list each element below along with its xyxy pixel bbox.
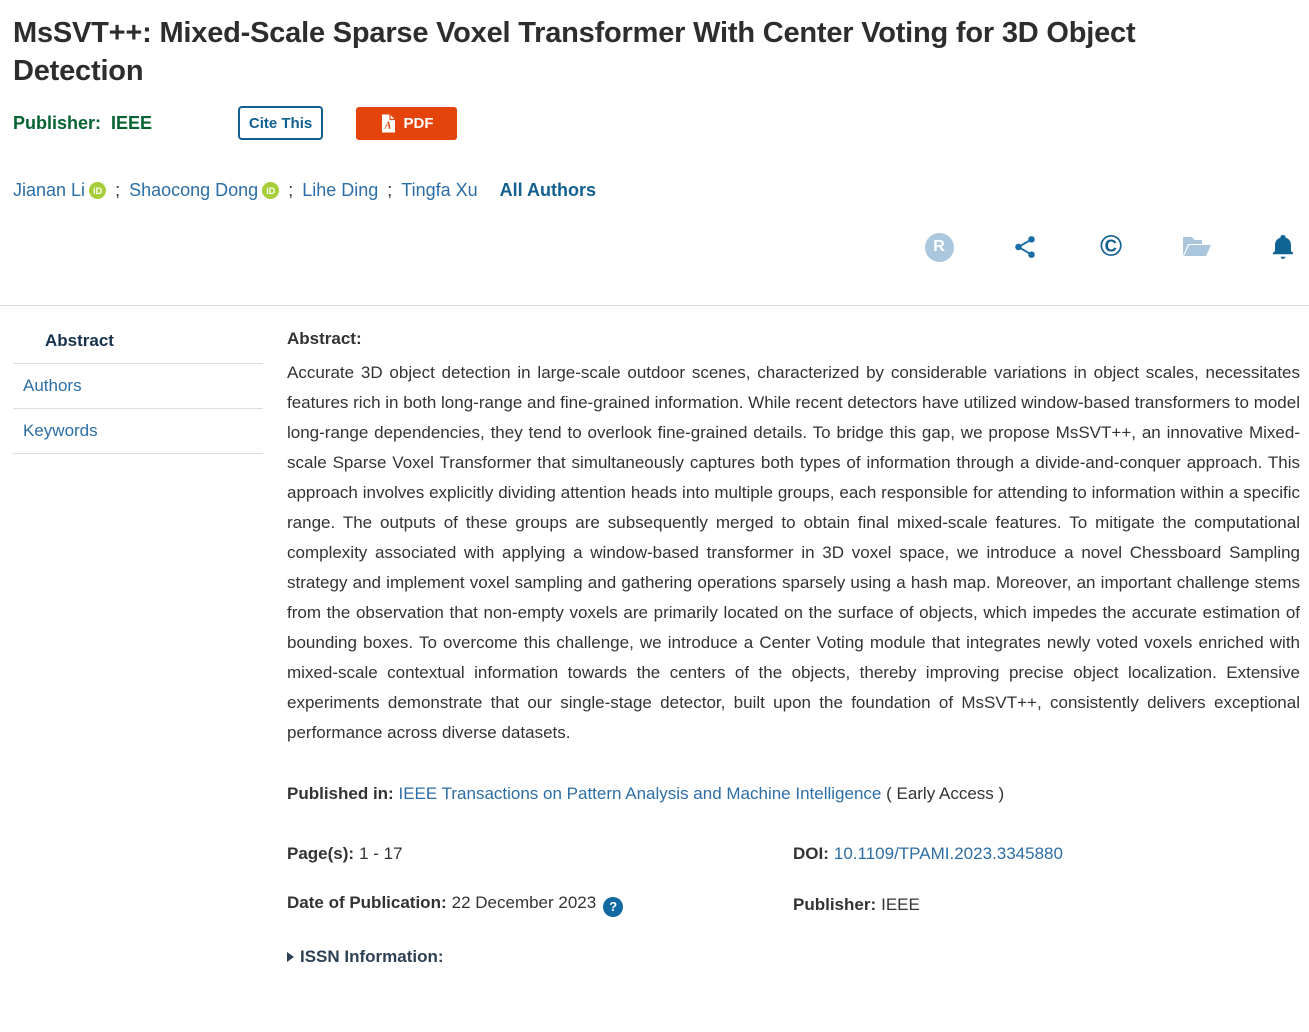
content-area: Abstract Authors Keywords Abstract: Accu… xyxy=(13,319,1302,967)
pages-label: Page(s): xyxy=(287,844,355,863)
pdf-button[interactable]: A PDF xyxy=(356,106,458,140)
share-icon[interactable] xyxy=(1010,232,1040,262)
author-link[interactable]: Jianan Li xyxy=(13,180,86,200)
cite-this-button[interactable]: Cite This xyxy=(238,106,324,140)
orcid-icon[interactable]: iD xyxy=(89,182,107,199)
doi-link[interactable]: 10.1109/TPAMI.2023.3345880 xyxy=(833,844,1063,863)
orcid-icon[interactable]: iD xyxy=(262,182,280,199)
published-in-row: Published in: IEEE Transactions on Patte… xyxy=(287,784,1302,804)
pages-value: 1 - 17 xyxy=(359,844,403,863)
doi-row: DOI: 10.1109/TPAMI.2023.3345880 xyxy=(793,844,1302,864)
help-icon[interactable]: ? xyxy=(603,896,624,917)
sidebar-item-keywords[interactable]: Keywords xyxy=(13,409,263,454)
publisher-line: Publisher: IEEE xyxy=(13,113,152,134)
svg-text:A: A xyxy=(383,120,391,131)
authors-row: Jianan Li iD ; Shaocong Dong iD ; Lihe D… xyxy=(13,180,1302,201)
publisher-value: IEEE xyxy=(111,112,153,133)
issn-information-toggle[interactable]: ISSN Information: xyxy=(287,947,1302,967)
doi-label: DOI: xyxy=(793,844,829,863)
abstract-heading: Abstract: xyxy=(287,329,362,348)
abstract-text: Accurate 3D object detection in large-sc… xyxy=(287,363,1300,742)
document-page: MsSVT++: Mixed-Scale Sparse Voxel Transf… xyxy=(0,17,1309,967)
document-nav-sidebar: Abstract Authors Keywords xyxy=(13,319,263,967)
sidebar-item-authors[interactable]: Authors xyxy=(13,364,263,409)
copyright-icon[interactable]: © xyxy=(1099,230,1123,263)
date-of-publication-row: Date of Publication: 22 December 2023? xyxy=(287,893,793,917)
author-link[interactable]: Lihe Ding xyxy=(302,180,379,200)
publisher-row: Publisher: IEEE xyxy=(793,895,1302,915)
author-separator: ; xyxy=(387,180,393,200)
all-authors-link[interactable]: All Authors xyxy=(499,180,596,200)
date-of-publication-value: 22 December 2023 xyxy=(451,893,597,912)
early-access-note: ( Early Access ) xyxy=(886,784,1005,803)
pages-row: Page(s): 1 - 17 xyxy=(287,844,793,864)
header-divider xyxy=(0,305,1309,306)
alerts-icon[interactable] xyxy=(1268,232,1298,262)
author-separator: ; xyxy=(115,180,121,200)
publisher-meta-value: IEEE xyxy=(881,894,920,914)
publisher-meta-label: Publisher: xyxy=(793,894,877,914)
issn-information-label: ISSN Information: xyxy=(300,946,444,966)
action-icons-row: R © xyxy=(13,231,1302,263)
author-separator: ; xyxy=(288,180,294,200)
chevron-right-icon xyxy=(287,951,294,962)
publisher-label: Publisher: xyxy=(13,112,102,133)
date-of-publication-label: Date of Publication: xyxy=(287,893,447,912)
save-to-project-icon[interactable] xyxy=(1182,232,1212,262)
pdf-file-icon: A xyxy=(380,114,396,133)
page-title: MsSVT++: Mixed-Scale Sparse Voxel Transf… xyxy=(13,17,1136,87)
publisher-actions-row: Publisher: IEEE Cite This A PDF xyxy=(13,106,1302,140)
pdf-button-label: PDF xyxy=(403,114,434,132)
author-link[interactable]: Shaocong Dong xyxy=(129,180,259,200)
published-in-label: Published in: xyxy=(287,784,394,803)
sidebar-item-abstract[interactable]: Abstract xyxy=(13,319,263,364)
metadata-grid: Page(s): 1 - 17 DOI: 10.1109/TPAMI.2023.33… xyxy=(287,844,1302,917)
rights-and-reuse-icon[interactable]: R xyxy=(924,232,954,262)
main-panel: Abstract: Accurate 3D object detection i… xyxy=(263,319,1302,967)
author-link[interactable]: Tingfa Xu xyxy=(401,180,478,200)
journal-link[interactable]: IEEE Transactions on Pattern Analysis an… xyxy=(398,784,882,803)
